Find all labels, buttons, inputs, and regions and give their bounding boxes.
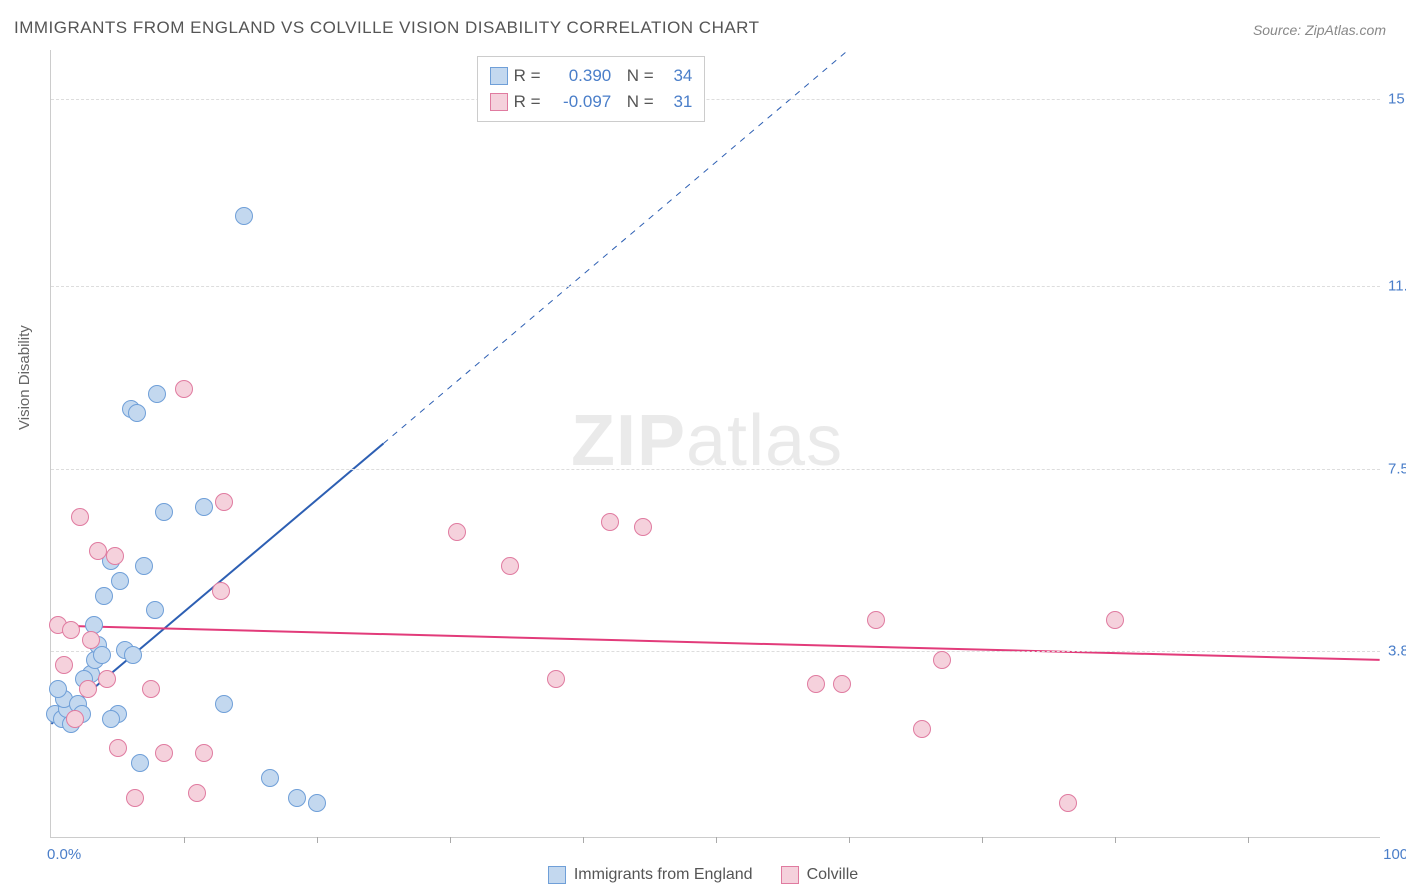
data-point bbox=[109, 739, 127, 757]
x-tick-mark bbox=[450, 837, 451, 843]
watermark: ZIPatlas bbox=[571, 400, 843, 482]
data-point bbox=[93, 646, 111, 664]
chart-source: Source: ZipAtlas.com bbox=[1253, 22, 1386, 38]
x-tick-mark bbox=[583, 837, 584, 843]
data-point bbox=[79, 680, 97, 698]
x-tick-mark bbox=[849, 837, 850, 843]
data-point bbox=[148, 385, 166, 403]
data-point bbox=[62, 621, 80, 639]
data-point bbox=[288, 789, 306, 807]
data-point bbox=[98, 670, 116, 688]
data-point bbox=[601, 513, 619, 531]
data-point bbox=[126, 789, 144, 807]
legend-label: Immigrants from England bbox=[574, 866, 753, 884]
legend-item: Colville bbox=[781, 866, 859, 884]
data-point bbox=[215, 493, 233, 511]
gridline bbox=[51, 99, 1380, 100]
data-point bbox=[142, 680, 160, 698]
stats-box: R = 0.390 N = 34R = -0.097 N = 31 bbox=[477, 56, 706, 122]
legend-swatch bbox=[548, 866, 566, 884]
data-point bbox=[212, 582, 230, 600]
data-point bbox=[867, 611, 885, 629]
data-point bbox=[111, 572, 129, 590]
data-point bbox=[95, 587, 113, 605]
data-point bbox=[66, 710, 84, 728]
data-point bbox=[155, 744, 173, 762]
data-point bbox=[547, 670, 565, 688]
data-point bbox=[933, 651, 951, 669]
legend-swatch bbox=[490, 93, 508, 111]
chart-title: IMMIGRANTS FROM ENGLAND VS COLVILLE VISI… bbox=[14, 18, 760, 38]
x-tick-mark bbox=[184, 837, 185, 843]
data-point bbox=[195, 744, 213, 762]
data-point bbox=[124, 646, 142, 664]
data-point bbox=[128, 404, 146, 422]
data-point bbox=[1106, 611, 1124, 629]
data-point bbox=[308, 794, 326, 812]
plot-area: ZIPatlas 3.8%7.5%11.2%15.0%0.0%100.0%R =… bbox=[50, 50, 1380, 838]
data-point bbox=[634, 518, 652, 536]
data-point bbox=[102, 710, 120, 728]
data-point bbox=[448, 523, 466, 541]
x-tick-mark bbox=[982, 837, 983, 843]
data-point bbox=[155, 503, 173, 521]
legend-swatch bbox=[781, 866, 799, 884]
data-point bbox=[175, 380, 193, 398]
bottom-legend: Immigrants from England Colville bbox=[0, 866, 1406, 884]
gridline bbox=[51, 651, 1380, 652]
x-tick-mark bbox=[317, 837, 318, 843]
data-point bbox=[106, 547, 124, 565]
data-point bbox=[215, 695, 233, 713]
data-point bbox=[135, 557, 153, 575]
x-tick-mark bbox=[1248, 837, 1249, 843]
data-point bbox=[131, 754, 149, 772]
data-point bbox=[49, 680, 67, 698]
data-point bbox=[89, 542, 107, 560]
data-point bbox=[833, 675, 851, 693]
data-point bbox=[1059, 794, 1077, 812]
y-tick-label: 3.8% bbox=[1388, 642, 1406, 659]
data-point bbox=[55, 656, 73, 674]
x-tick-mark bbox=[1115, 837, 1116, 843]
x-max-label: 100.0% bbox=[1383, 846, 1406, 863]
stats-row: R = 0.390 N = 34 bbox=[490, 63, 693, 89]
data-point bbox=[195, 498, 213, 516]
y-tick-label: 15.0% bbox=[1388, 91, 1406, 108]
data-point bbox=[235, 207, 253, 225]
data-point bbox=[71, 508, 89, 526]
y-axis-label: Vision Disability bbox=[16, 325, 33, 430]
y-tick-label: 7.5% bbox=[1388, 460, 1406, 477]
legend-swatch bbox=[490, 67, 508, 85]
data-point bbox=[188, 784, 206, 802]
data-point bbox=[913, 720, 931, 738]
x-min-label: 0.0% bbox=[47, 846, 81, 863]
data-point bbox=[261, 769, 279, 787]
y-tick-label: 11.2% bbox=[1388, 278, 1406, 295]
data-point bbox=[82, 631, 100, 649]
data-point bbox=[501, 557, 519, 575]
legend-item: Immigrants from England bbox=[548, 866, 753, 884]
stats-row: R = -0.097 N = 31 bbox=[490, 89, 693, 115]
legend-label: Colville bbox=[807, 866, 859, 884]
trend-lines bbox=[51, 50, 1380, 837]
gridline bbox=[51, 469, 1380, 470]
gridline bbox=[51, 286, 1380, 287]
data-point bbox=[807, 675, 825, 693]
data-point bbox=[146, 601, 164, 619]
x-tick-mark bbox=[716, 837, 717, 843]
